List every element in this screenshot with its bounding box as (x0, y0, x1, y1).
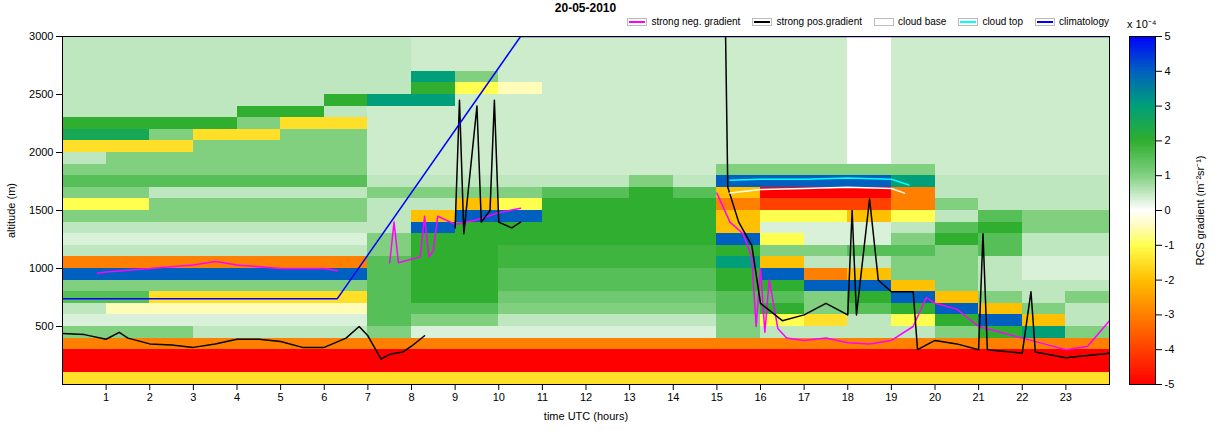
svg-text:6: 6 (321, 391, 327, 403)
svg-text:15: 15 (711, 391, 723, 403)
svg-text:3: 3 (190, 391, 196, 403)
html-text:climatology: climatology (1059, 16, 1109, 27)
svg-text:20: 20 (929, 391, 941, 403)
svg-text:4: 4 (1165, 65, 1171, 77)
svg-text:11: 11 (537, 391, 548, 403)
svg-text:2000: 2000 (29, 146, 53, 158)
svg-text:5: 5 (278, 391, 284, 403)
svg-text:3: 3 (1165, 100, 1171, 112)
svg-text:10: 10 (493, 391, 505, 403)
svg-text:21: 21 (973, 391, 985, 403)
svg-text:14: 14 (667, 391, 679, 403)
html-text:cloud base: cloud base (898, 16, 947, 27)
svg-text:13: 13 (624, 391, 636, 403)
svg-text:-4: -4 (1165, 343, 1175, 355)
html-text:strong pos.gradient: strong pos.gradient (776, 16, 862, 27)
svg-text:2: 2 (147, 391, 153, 403)
svg-text:-5: -5 (1165, 378, 1175, 390)
svg-text:1: 1 (1165, 169, 1171, 181)
svg-text:23: 23 (1060, 391, 1072, 403)
svg-text:-3: -3 (1165, 308, 1175, 320)
html-text:strong neg. gradient: strong neg. gradient (651, 16, 741, 27)
html-text:20-05-2010: 20-05-2010 (554, 1, 617, 15)
svg-text:22: 22 (1016, 391, 1028, 403)
svg-text:1500: 1500 (29, 204, 53, 216)
svg-text:0: 0 (1165, 204, 1171, 216)
svg-text:8: 8 (408, 391, 414, 403)
svg-text:17: 17 (798, 391, 810, 403)
svg-text:3000: 3000 (29, 30, 53, 42)
svg-text:1000: 1000 (29, 262, 53, 274)
svg-text:2: 2 (1165, 134, 1171, 146)
svg-text:2500: 2500 (29, 88, 53, 100)
svg-text:4: 4 (234, 391, 240, 403)
svg-text:18: 18 (842, 391, 854, 403)
svg-text:16: 16 (754, 391, 766, 403)
svg-text:-1: -1 (1165, 239, 1175, 251)
svg-text:19: 19 (885, 391, 897, 403)
svg-text:RCS gradient (m⁻²sr⁻¹): RCS gradient (m⁻²sr⁻¹) (1194, 155, 1206, 265)
svg-text:time UTC (hours): time UTC (hours) (544, 410, 628, 422)
svg-text:1: 1 (103, 391, 109, 403)
html-text:cloud top: cloud top (982, 16, 1023, 27)
svg-text:altitude (m): altitude (m) (5, 183, 17, 238)
svg-text:5: 5 (1165, 30, 1171, 42)
svg-text:-2: -2 (1165, 274, 1175, 286)
svg-text:9: 9 (452, 391, 458, 403)
html-text:x 10⁻⁴: x 10⁻⁴ (1127, 18, 1157, 30)
svg-text:12: 12 (580, 391, 592, 403)
svg-text:7: 7 (365, 391, 371, 403)
svg-text:500: 500 (35, 320, 53, 332)
